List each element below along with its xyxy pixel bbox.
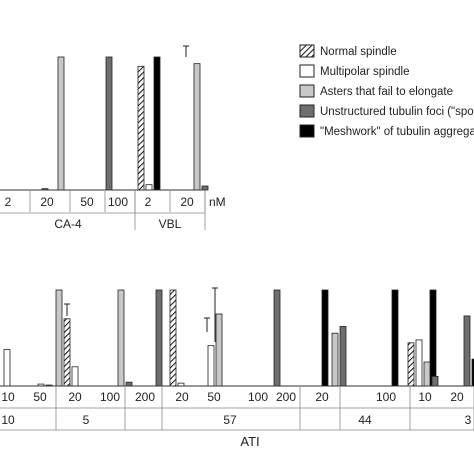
bottom-bar-6-0 bbox=[169, 289, 177, 387]
legend-swatch-3 bbox=[299, 104, 315, 118]
bottom-tick-label: 20 bbox=[68, 390, 82, 404]
top-bar-5-0 bbox=[137, 65, 145, 191]
bottom-bar-10-2 bbox=[331, 332, 339, 387]
top-unit-label: nM bbox=[209, 195, 226, 209]
top-errorbar bbox=[183, 45, 189, 57]
bottom-bar-13-1 bbox=[415, 339, 423, 387]
legend-swatch-0 bbox=[299, 44, 315, 58]
bottom-panel: 10 50 20 100 200 20 50 100 200 20 100 10 20 10 5 57 44 3 A… bbox=[0, 287, 474, 449]
legend-swatch-1 bbox=[299, 64, 315, 78]
bottom-bar-13-3 bbox=[431, 375, 439, 387]
top-group-label-vbl: VBL bbox=[159, 217, 182, 231]
bottom-tick-label: 100 bbox=[376, 390, 396, 404]
bottom-group-label-3: 44 bbox=[358, 413, 372, 427]
legend-label-3: Unstructured tubulin foci ("spo bbox=[320, 106, 474, 118]
top-bars bbox=[41, 45, 209, 191]
legend-label-4: "Meshwork" of tubulin aggrega bbox=[320, 126, 474, 138]
bottom-bar-4-3 bbox=[125, 381, 133, 387]
bottom-group-label-1: 5 bbox=[83, 413, 90, 427]
bottom-bar-7-2 bbox=[215, 313, 223, 387]
top-tick-label: 2 bbox=[5, 195, 12, 209]
legend-label-0: Normal spindle bbox=[320, 46, 397, 58]
top-bar-5-1 bbox=[145, 184, 153, 191]
bottom-errorbars bbox=[64, 287, 218, 342]
bottom-bar-8-3 bbox=[273, 289, 281, 387]
bottom-group-label-2: 57 bbox=[223, 413, 237, 427]
bottom-bar-14-4 bbox=[471, 358, 474, 387]
bottom-bar-5-3 bbox=[155, 289, 163, 387]
bottom-tick-label: 20 bbox=[175, 390, 189, 404]
bottom-tick-label: 100 bbox=[100, 390, 120, 404]
bottom-tick-label: 10 bbox=[418, 390, 432, 404]
bottom-bar-4-2 bbox=[117, 289, 125, 387]
bottom-tick-label: 100 bbox=[248, 390, 268, 404]
bottom-tick-label: 50 bbox=[33, 390, 47, 404]
bottom-bar-11-4 bbox=[391, 289, 399, 387]
top-tick-label: 50 bbox=[80, 195, 94, 209]
legend-swatch-4 bbox=[299, 124, 315, 138]
bottom-tick-label: 200 bbox=[276, 390, 296, 404]
bottom-bar-13-0 bbox=[407, 342, 415, 387]
top-tick-label: 2 bbox=[145, 195, 152, 209]
top-x-axis: 2 20 50 100 2 20 nM CA-4 VBL bbox=[0, 189, 226, 231]
top-tick-label: 20 bbox=[40, 195, 54, 209]
bottom-tick-label: 200 bbox=[135, 390, 155, 404]
legend-label-2: Asters that fail to elongate bbox=[320, 86, 453, 98]
bottom-bar-12-4 bbox=[429, 289, 437, 387]
top-bar-6-3 bbox=[201, 185, 209, 191]
top-tick-label: 100 bbox=[108, 195, 128, 209]
bottom-xlabel: ATI bbox=[240, 434, 259, 449]
bottom-group-label-0: 10 bbox=[1, 413, 15, 427]
legend-label-1: Multipolar spindle bbox=[320, 66, 410, 78]
bottom-bar-10-3 bbox=[339, 326, 347, 387]
top-group-label-ca4: CA-4 bbox=[54, 217, 82, 231]
top-bar-4-4 bbox=[153, 56, 161, 191]
bottom-group-label-4: 3 bbox=[465, 413, 472, 427]
bottom-bar-0-1 bbox=[3, 349, 11, 387]
bottom-bar-14-3 bbox=[463, 315, 471, 387]
chart-legend: Normal spindle Multipolar spindle Asters t… bbox=[299, 44, 474, 138]
bottom-tick-label: 10 bbox=[1, 390, 15, 404]
bottom-bars bbox=[3, 287, 474, 387]
bottom-tick-label: 20 bbox=[315, 390, 329, 404]
bottom-bar-3-1 bbox=[71, 366, 79, 387]
bottom-bar-3-0 bbox=[63, 318, 71, 387]
bottom-bar-7-1 bbox=[207, 345, 215, 387]
bottom-tick-label: 20 bbox=[450, 390, 464, 404]
top-tick-label: 20 bbox=[180, 195, 194, 209]
legend-swatch-2 bbox=[299, 84, 315, 98]
bottom-x-axis: 10 50 20 100 200 20 50 100 200 20 100 10 20 10 5 57 44 3 A… bbox=[0, 385, 474, 449]
bottom-bar-2-2 bbox=[55, 289, 63, 387]
top-bar-3-3 bbox=[105, 56, 113, 191]
bottom-tick-label: 50 bbox=[207, 390, 221, 404]
top-panel: 2 20 50 100 2 20 nM CA-4 VBL bbox=[0, 45, 226, 231]
bottom-bar-13-2 bbox=[423, 361, 431, 387]
top-bar-2-2 bbox=[57, 56, 65, 191]
bottom-bar-9-4 bbox=[321, 289, 329, 387]
top-bar-6-2 bbox=[193, 63, 201, 191]
